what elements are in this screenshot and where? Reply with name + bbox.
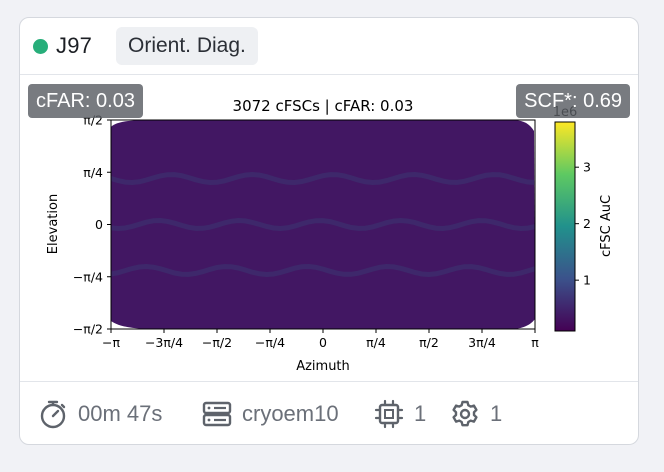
card-header: J97 Orient. Diag.	[20, 18, 638, 75]
x-tick-label: −π	[102, 335, 120, 350]
x-tick-label: π	[531, 335, 539, 350]
orientation-heatmap: 3072 cFSCs | cFAR: 0.03 −π −3π/4 −π/2 −π/4 0…	[46, 97, 614, 373]
lane-text: cryoem10	[242, 401, 339, 426]
job-card[interactable]: J97 Orient. Diag. 3072 cFSCs | cFAR: 0.0…	[19, 17, 639, 445]
job-type-badge: Orient. Diag.	[116, 27, 258, 65]
heatmap-band	[111, 120, 535, 329]
y-tick-label: 0	[95, 217, 103, 232]
colorbar-tick-label: 3	[583, 160, 591, 175]
gear-icon	[452, 400, 478, 427]
colorbar-label: cFSC AuC	[599, 195, 614, 257]
heatmap-texture	[111, 263, 535, 278]
heatmap-texture	[111, 217, 535, 232]
chart-title: 3072 cFSCs | cFAR: 0.03	[233, 97, 414, 115]
job-id[interactable]: J97	[56, 33, 93, 58]
colorbar	[554, 121, 576, 332]
x-tick-label: π/2	[419, 335, 439, 350]
status-dot	[33, 39, 48, 54]
threads-count: 1	[490, 401, 503, 426]
scf-badge: SCF*: 0.69	[516, 84, 630, 118]
x-tick-label: −3π/4	[145, 335, 183, 350]
x-tick-label: π/4	[366, 335, 386, 350]
x-tick-label: −π/4	[255, 335, 285, 350]
y-tick-label: −π/4	[73, 269, 103, 284]
x-axis-label: Azimuth	[296, 359, 350, 373]
server-icon	[202, 401, 232, 427]
duration-item: 00m 47s	[38, 399, 162, 429]
heatmap-texture	[111, 171, 535, 186]
x-tick-label: −π/2	[202, 335, 232, 350]
y-axis: −π/2−π/40π/4π/2	[73, 113, 111, 337]
threads-item: 1	[450, 399, 502, 429]
cpu-chip-icon	[374, 399, 404, 429]
gpu-count: 1	[414, 401, 427, 426]
colorbar-tick-label: 1	[583, 273, 591, 288]
x-tick-label: 0	[319, 335, 327, 350]
y-tick-label: −π/2	[73, 322, 103, 337]
colorbar-axis: 1 2 3	[575, 160, 591, 288]
plot-area: 3072 cFSCs | cFAR: 0.03 −π −3π/4 −π/2 −π/4 0…	[20, 75, 638, 381]
colorbar-tick-label: 2	[583, 216, 591, 231]
duration-text: 00m 47s	[78, 401, 163, 426]
card-footer: 00m 47s cryoem10	[20, 381, 638, 444]
lane-item[interactable]: cryoem10	[202, 399, 339, 429]
x-axis: −π −3π/4 −π/2 −π/4 0 π/4 π/2 3π/4 π	[102, 329, 539, 350]
y-axis-label: Elevation	[46, 194, 61, 254]
stopwatch-icon	[40, 400, 66, 429]
x-tick-label: 3π/4	[468, 335, 496, 350]
y-tick-label: π/4	[83, 165, 103, 180]
cfar-badge: cFAR: 0.03	[28, 84, 143, 118]
gpu-item: 1	[374, 399, 426, 429]
